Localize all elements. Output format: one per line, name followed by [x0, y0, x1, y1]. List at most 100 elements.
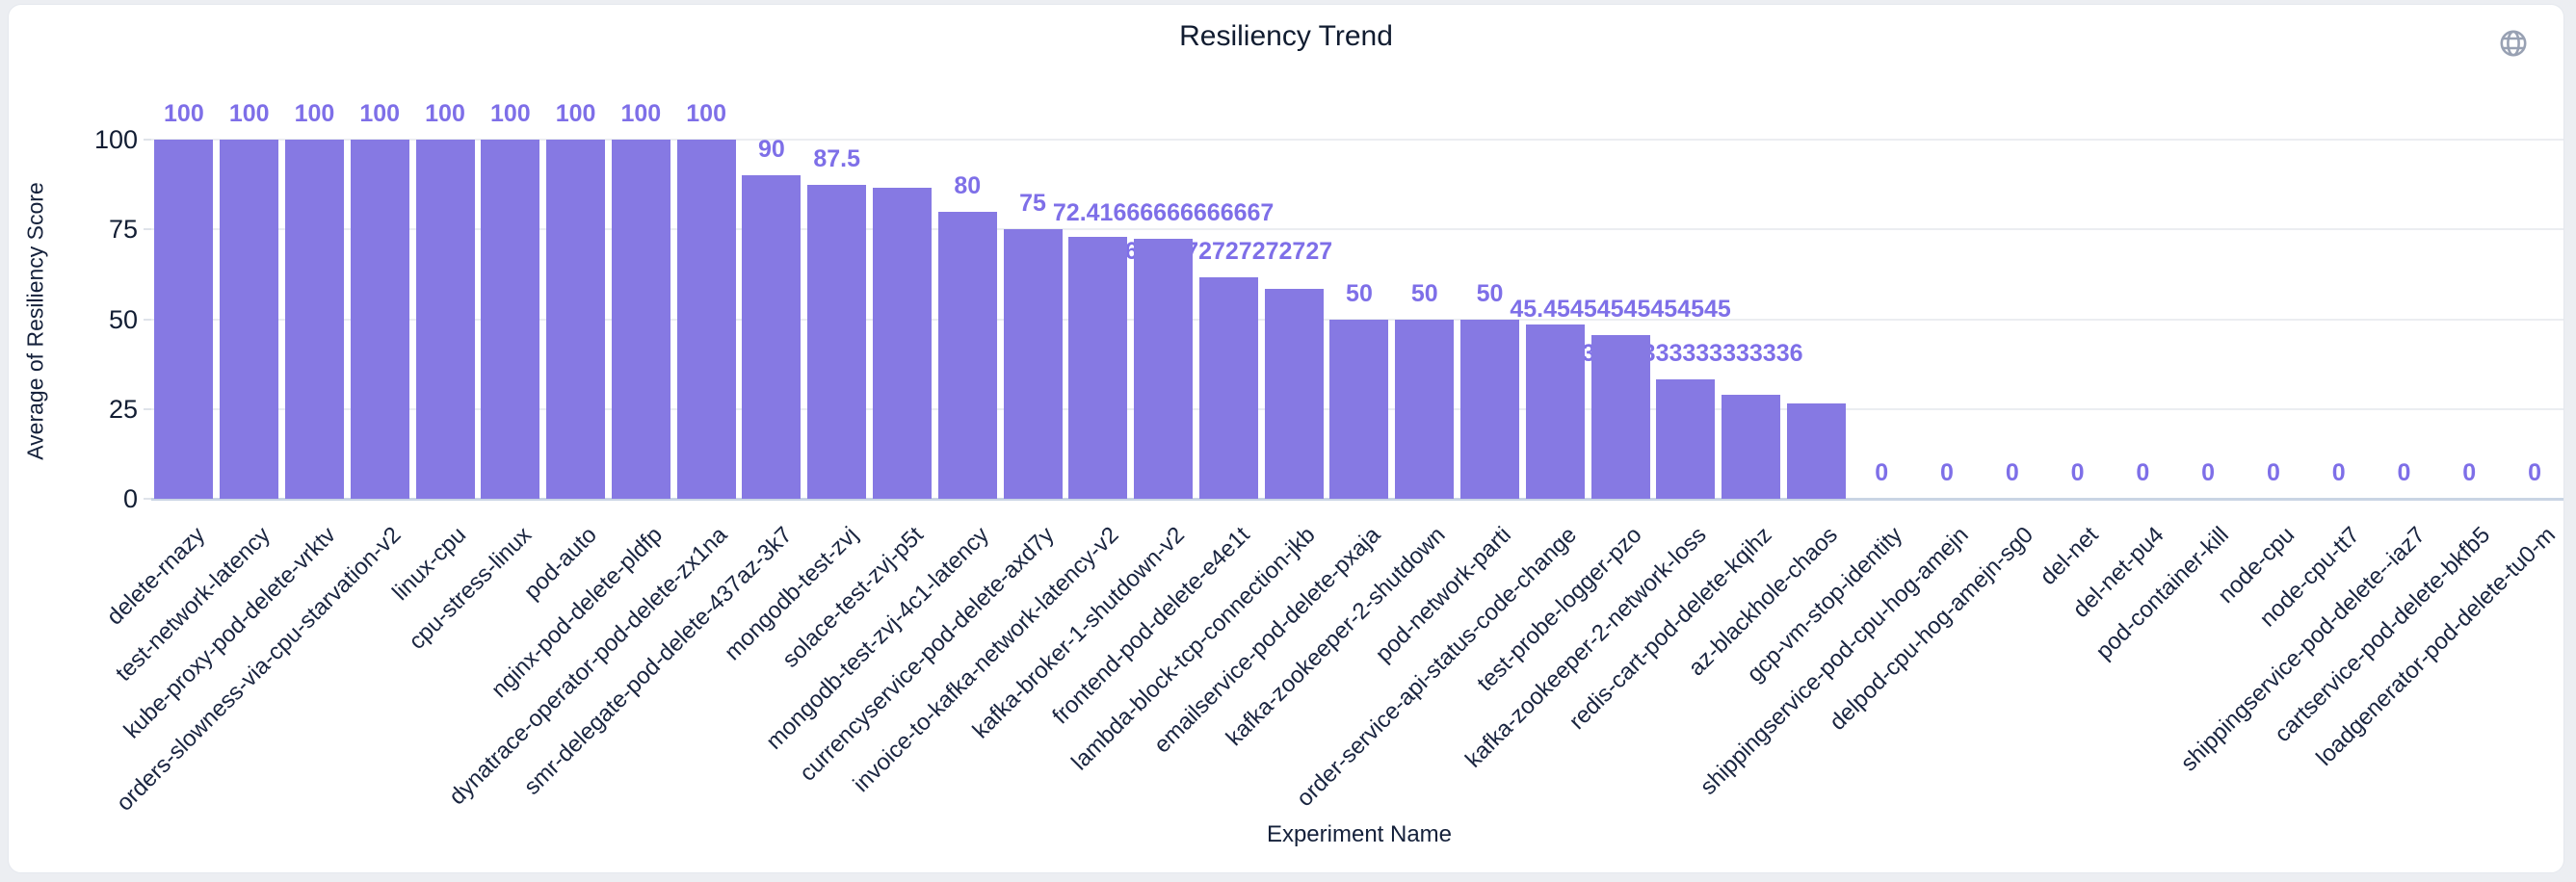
bar-value-label: 0	[2331, 459, 2346, 486]
y-tick-mark	[144, 139, 151, 141]
bar-value-label: 75	[1019, 190, 1046, 218]
plot-area: 0 25 50 75 100 100 100 100 100 100 100 100 100 100 90…	[94, 100, 2563, 512]
bar[interactable]	[546, 140, 606, 499]
bar-slot: 72.41666666666667	[1053, 140, 1274, 499]
bar-value-label: 87.5	[813, 144, 861, 172]
bar-slot: 100	[151, 100, 217, 499]
x-axis-title: Experiment Name	[1266, 821, 1453, 847]
bar-value-label: 0	[2201, 459, 2216, 486]
bar-slot	[1522, 140, 1588, 499]
bar-value-label: 50	[1346, 279, 1373, 307]
bar-slot: 0	[2436, 140, 2502, 499]
bar-slot: 100	[608, 100, 673, 499]
x-axis-line	[151, 498, 2563, 501]
bar[interactable]	[742, 175, 802, 499]
bar[interactable]	[1198, 276, 1258, 499]
bar-value-label: 0	[1875, 459, 1889, 486]
bar-value-label: 90	[758, 136, 785, 164]
bar-slot: 100	[347, 100, 412, 499]
bar-value-label: 100	[294, 100, 335, 127]
bar[interactable]	[481, 140, 540, 499]
x-tick-label: loadgenerator-pod-delete-tu0-m	[2311, 522, 2562, 771]
chart-title: Resiliency Trend	[1179, 20, 1393, 52]
x-tick-labels: delete-rnazy test-network-latency kube-pro…	[102, 499, 2563, 826]
bar-slot: 0	[2175, 140, 2241, 499]
bar-value-label: 50	[1410, 279, 1438, 307]
bar[interactable]	[284, 140, 344, 499]
bar[interactable]	[1395, 319, 1455, 499]
bar-slot: 0	[1914, 140, 1980, 499]
bar-value-label: 100	[489, 100, 531, 127]
y-tick-label: 100	[93, 125, 138, 154]
bar-value-label: 0	[1940, 459, 1954, 486]
bar[interactable]	[1590, 335, 1650, 499]
bar-slot	[1065, 140, 1131, 499]
bar-value-label: 72.41666666666667	[1052, 198, 1275, 226]
bar[interactable]	[220, 140, 279, 499]
y-axis-title: Average of Resiliency Score	[22, 182, 48, 460]
y-tick-label: 50	[108, 304, 138, 334]
bar-value-label: 0	[2136, 459, 2150, 486]
bar[interactable]	[1068, 236, 1128, 499]
bar-slot: 100	[543, 100, 609, 499]
chart-card: Resiliency Trend Average of Resiliency S…	[8, 4, 2564, 873]
bar-slot	[1261, 140, 1327, 499]
bar[interactable]	[154, 140, 214, 499]
bar-value-label: 50	[1476, 279, 1504, 307]
bar-slot: 87.5	[804, 140, 870, 499]
bar[interactable]	[807, 184, 867, 499]
y-tick-mark	[144, 498, 151, 500]
bar-slot: 50	[1327, 140, 1392, 499]
bar-slot: 50	[1392, 140, 1458, 499]
bar-slot: 100	[673, 100, 739, 499]
gridline	[151, 228, 2563, 231]
bar-slot: 0	[1849, 140, 1914, 499]
bar[interactable]	[872, 187, 932, 499]
bar-value-label: 100	[228, 100, 270, 127]
bar-slot	[1784, 140, 1850, 499]
bar-value-label: 100	[620, 100, 662, 127]
bar-slot: 90	[739, 136, 804, 499]
bar[interactable]	[1134, 238, 1194, 499]
bar[interactable]	[1656, 378, 1716, 499]
bar-value-label: 0	[2462, 459, 2477, 486]
bar-value-label: 0	[2528, 459, 2541, 486]
bar-value-label: 0	[2070, 459, 2085, 486]
bar-value-label: 0	[2266, 459, 2280, 486]
bar[interactable]	[1525, 324, 1585, 499]
bar-value-label: 45.45454545454545	[1510, 296, 1731, 324]
bar-slot: 0	[2110, 140, 2175, 499]
y-tick-mark	[144, 318, 151, 321]
bar-value-label: 0	[2005, 459, 2019, 486]
x-tick-label: kafka-zookeeper-2-network-loss	[1460, 522, 1713, 773]
bar-value-label: 100	[164, 100, 204, 127]
bar-value-label: 100	[425, 100, 465, 127]
bar-slot: 100	[412, 100, 478, 499]
bar[interactable]	[1003, 229, 1063, 499]
bar-slot: 100	[217, 100, 282, 499]
bar[interactable]	[1786, 403, 1846, 499]
bar[interactable]	[1722, 394, 1781, 499]
bar-slot: 0	[2502, 140, 2563, 499]
bar[interactable]	[1264, 288, 1324, 499]
bar-value-label: 100	[555, 100, 596, 127]
bar-slot: 0	[2241, 140, 2306, 499]
y-tick-label: 25	[108, 394, 138, 424]
bar-value-label: 100	[359, 100, 401, 127]
bar[interactable]	[611, 140, 670, 499]
bar[interactable]	[1460, 319, 1519, 499]
bar[interactable]	[1329, 319, 1389, 499]
bar-slot: 100	[478, 100, 543, 499]
bar-slot	[870, 140, 935, 499]
bar[interactable]	[350, 140, 409, 499]
bar-slot: 50	[1458, 140, 1523, 499]
y-tick-mark	[144, 228, 151, 231]
bar[interactable]	[676, 140, 736, 499]
bar-slot: 0	[1980, 140, 2045, 499]
bar-slot: 100	[282, 100, 348, 499]
bar[interactable]	[937, 211, 997, 499]
bar[interactable]	[415, 140, 475, 499]
bar-slot: 80	[934, 140, 1000, 499]
globe-icon[interactable]	[2498, 28, 2529, 59]
bar-slot: 61.7272727272727	[1125, 140, 1332, 499]
